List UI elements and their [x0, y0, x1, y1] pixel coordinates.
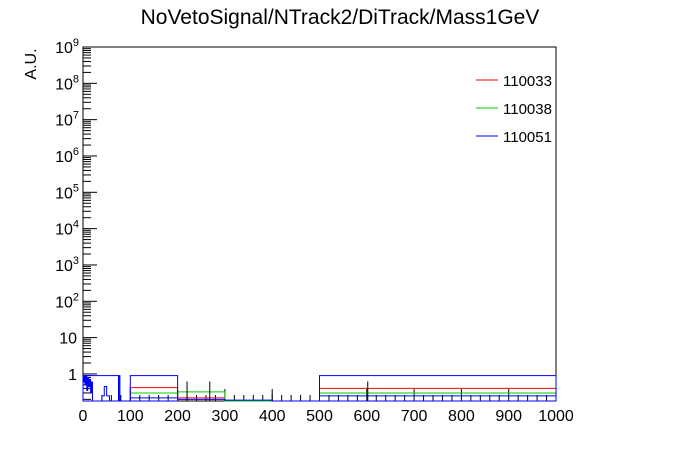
x-tick-label: 100: [117, 408, 144, 425]
y-tick-label: 107: [55, 110, 79, 130]
y-axis: 1 10 102 103 104 105 106 107 108 109: [55, 37, 97, 400]
series-layer: [82, 375, 557, 402]
y-tick-label: 106: [55, 146, 79, 166]
y-tick-label: 109: [55, 37, 79, 57]
plot-frame: [82, 46, 557, 402]
x-axis: 0 100 200 300 400 500 600 700 800 900 1000: [79, 389, 574, 425]
y-tick-label: 102: [55, 291, 79, 311]
histogram-box: [129, 375, 179, 402]
y-axis-label: A.U.: [23, 48, 40, 79]
x-tick-label: 600: [353, 408, 380, 425]
legend-entry: 110033: [503, 73, 552, 90]
histogram-box: [82, 375, 120, 402]
plot-border: [82, 46, 557, 402]
x-tick-label: 500: [306, 408, 333, 425]
y-tick-label: 103: [55, 255, 79, 275]
histogram-box: [319, 375, 557, 402]
y-tick-label: 104: [55, 219, 79, 239]
y-tick-label: 108: [55, 73, 79, 93]
x-tick-label: 700: [401, 408, 428, 425]
x-tick-label: 200: [164, 408, 191, 425]
x-tick-label: 400: [259, 408, 286, 425]
x-tick-label: 0: [79, 408, 88, 425]
series-110051: [82, 375, 557, 402]
legend-entry: 110038: [503, 101, 552, 118]
y-tick-label: 105: [55, 182, 79, 202]
x-tick-label: 900: [495, 408, 522, 425]
x-tick-label: 1000: [538, 408, 574, 425]
x-tick-label: 300: [212, 408, 239, 425]
chart-title: NoVetoSignal/NTrack2/DiTrack/Mass1GeV: [141, 6, 540, 29]
y-tick-label: 10: [59, 331, 77, 348]
legend: 110033 110038 110051: [476, 73, 552, 146]
x-tick-label: 800: [448, 408, 475, 425]
legend-entry: 110051: [503, 129, 552, 146]
y-tick-label: 1: [68, 367, 77, 384]
